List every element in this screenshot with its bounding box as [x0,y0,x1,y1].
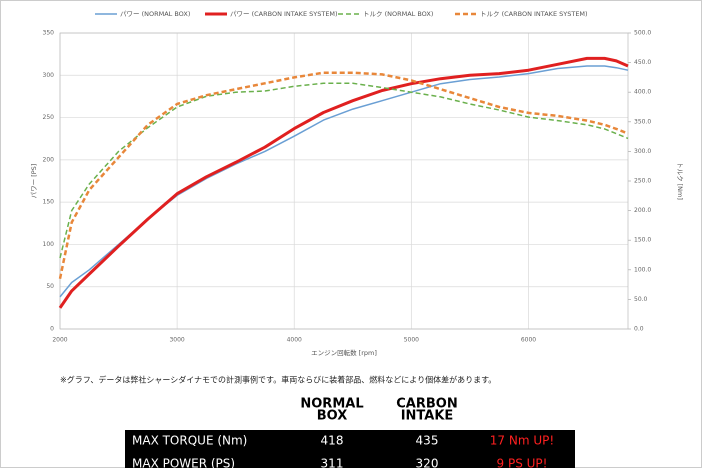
table-header: NORMAL [300,397,363,412]
y2-tick-label: 250.0 [634,178,651,185]
y-tick-label: 100 [43,241,55,248]
legend-label: パワー (NORMAL BOX) [120,10,190,18]
y2-axis-label: トルク [Nm] [676,162,684,200]
cell: 320 [416,457,439,468]
y2-tick-label: 150.0 [634,237,651,244]
cell: 418 [321,434,344,448]
y-tick-label: 250 [43,114,55,121]
cell: 311 [321,457,344,468]
legend-label: パワー (CARBON INTAKE SYSTEM) [230,10,338,18]
y-tick-label: 150 [43,199,55,206]
row-label: MAX POWER (PS) [132,457,235,468]
table-body [125,430,575,468]
x-tick-label: 4000 [287,337,302,344]
y-axis-label: パワー [PS] [30,164,38,199]
y-tick-label: 350 [43,30,55,37]
x-tick-label: 6000 [521,337,536,344]
y2-tick-label: 450.0 [634,59,651,66]
y2-tick-label: 100.0 [634,266,651,273]
note: ※グラフ、データは弊社シャーシダイナモでの計測事例です。車両ならびに装着部品、燃… [60,375,496,385]
table-header: CARBON [396,397,457,412]
plot-frame [59,32,629,330]
gain: 9 PS UP! [497,457,548,468]
series-line [59,82,629,259]
x-tick-label: 2000 [52,337,67,344]
row-label: MAX TORQUE (Nm) [132,434,247,448]
table-header: INTAKE [401,409,454,424]
legend-label: トルク (CARBON INTAKE SYSTEM) [480,10,588,18]
cell: 435 [416,434,439,448]
y2-tick-label: 500.0 [634,30,651,37]
y-tick-label: 50 [46,283,54,290]
x-tick-label: 5000 [404,337,419,344]
y2-tick-label: 50.0 [634,296,648,303]
gain: 17 Nm UP! [490,434,554,448]
y2-tick-label: 300.0 [634,148,651,155]
x-tick-label: 3000 [169,337,184,344]
series-line [58,56,629,309]
legend-label: トルク (NORMAL BOX) [363,10,433,18]
y2-tick-label: 200.0 [634,207,651,214]
y-tick-label: 0 [50,326,54,333]
y2-tick-label: 0.0 [634,326,644,333]
y-tick-label: 300 [43,72,55,79]
y2-tick-label: 400.0 [634,89,651,96]
x-axis-label: エンジン回転数 [rpm] [311,348,377,357]
y2-tick-label: 350.0 [634,118,651,125]
series-line [58,71,629,279]
y-tick-label: 200 [43,156,55,163]
table-header: BOX [317,409,348,424]
